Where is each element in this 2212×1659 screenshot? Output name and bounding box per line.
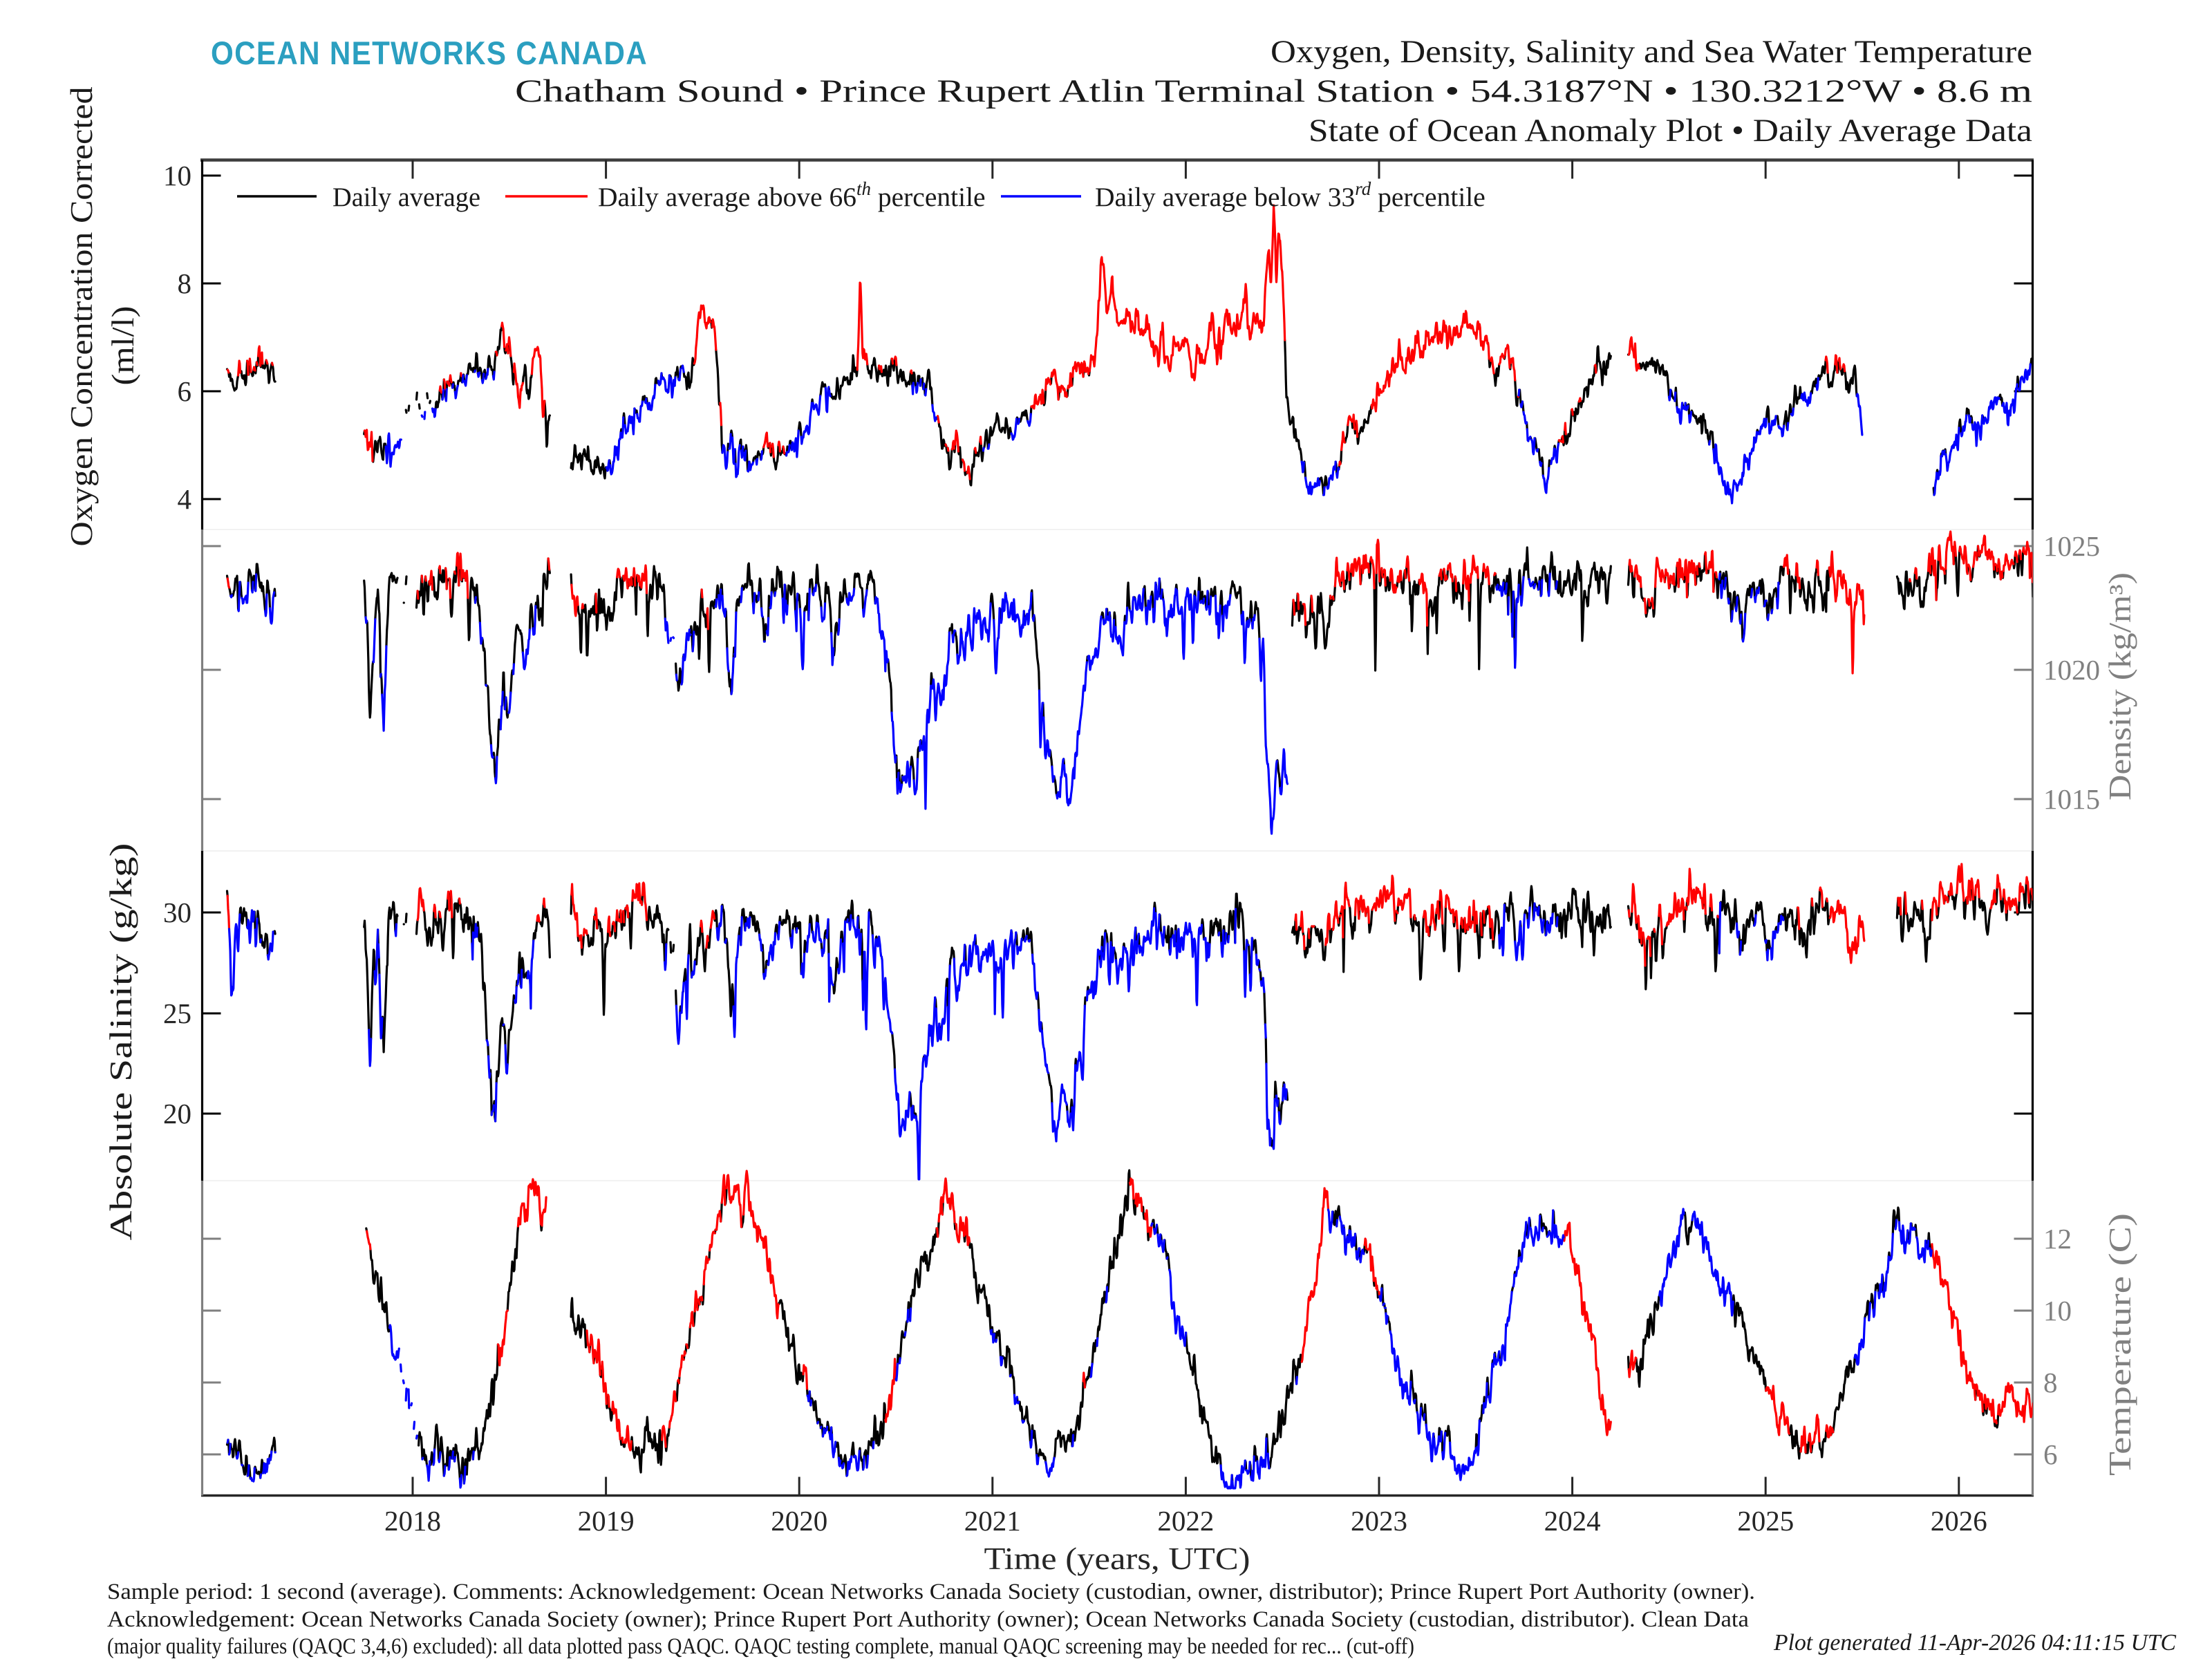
svg-text:Absolute Salinity (g/kg): Absolute Salinity (g/kg) [104, 843, 138, 1241]
svg-text:Oxygen, Density, Salinity and: Oxygen, Density, Salinity and Sea Water … [1271, 34, 2032, 70]
svg-text:Time (years, UTC): Time (years, UTC) [984, 1541, 1250, 1576]
svg-text:4: 4 [178, 483, 192, 515]
svg-text:1020: 1020 [2043, 654, 2100, 686]
svg-text:20: 20 [163, 1098, 191, 1130]
svg-text:12: 12 [2043, 1223, 2072, 1255]
svg-text:2022: 2022 [1157, 1505, 1214, 1537]
svg-text:2025: 2025 [1737, 1505, 1794, 1537]
svg-text:2023: 2023 [1351, 1505, 1407, 1537]
svg-text:6: 6 [178, 375, 192, 407]
svg-text:2019: 2019 [578, 1505, 635, 1537]
svg-text:2021: 2021 [964, 1505, 1021, 1537]
svg-text:Density (kg/m³): Density (kg/m³) [2103, 572, 2137, 800]
svg-text:Daily average below 33rd perce: Daily average below 33rd percentile [1095, 178, 1485, 212]
svg-text:(major quality failures (QAQC: (major quality failures (QAQC 3,4,6) exc… [107, 1634, 1414, 1659]
svg-text:Oxygen Concentration Corrected: Oxygen Concentration Corrected [64, 87, 99, 547]
svg-text:25: 25 [163, 997, 191, 1029]
svg-text:1025: 1025 [2043, 530, 2100, 562]
svg-text:2020: 2020 [771, 1505, 827, 1537]
svg-text:8: 8 [2043, 1367, 2058, 1398]
svg-text:6: 6 [2043, 1438, 2058, 1470]
svg-text:1015: 1015 [2043, 783, 2100, 815]
svg-text:Plot generated 11-Apr-2026 04:: Plot generated 11-Apr-2026 04:11:15 UTC [1773, 1630, 2176, 1656]
svg-text:2026: 2026 [1931, 1505, 1987, 1537]
svg-text:Acknowledgement: Ocean Network: Acknowledgement: Ocean Networks Canada S… [107, 1607, 1749, 1632]
svg-text:Daily average above 66th perce: Daily average above 66th percentile [598, 178, 986, 212]
svg-text:Temperature (C): Temperature (C) [2103, 1213, 2137, 1476]
svg-text:Daily average: Daily average [332, 182, 480, 212]
svg-text:30: 30 [163, 897, 191, 928]
svg-text:10: 10 [163, 160, 191, 191]
svg-text:State of Ocean Anomaly Plot •: State of Ocean Anomaly Plot • Daily Aver… [1309, 113, 2032, 149]
svg-text:2018: 2018 [384, 1505, 441, 1537]
svg-text:8: 8 [178, 268, 192, 299]
svg-text:OCEAN NETWORKS CANADA: OCEAN NETWORKS CANADA [211, 35, 648, 71]
svg-text:10: 10 [2043, 1295, 2072, 1327]
svg-text:2024: 2024 [1544, 1505, 1601, 1537]
svg-text:Sample period: 1 second (avera: Sample period: 1 second (average). Comme… [107, 1580, 1755, 1604]
svg-text:Chatham Sound • Prince Rupert: Chatham Sound • Prince Rupert Atlin Term… [515, 73, 2032, 109]
svg-text:(ml/l): (ml/l) [106, 306, 140, 386]
